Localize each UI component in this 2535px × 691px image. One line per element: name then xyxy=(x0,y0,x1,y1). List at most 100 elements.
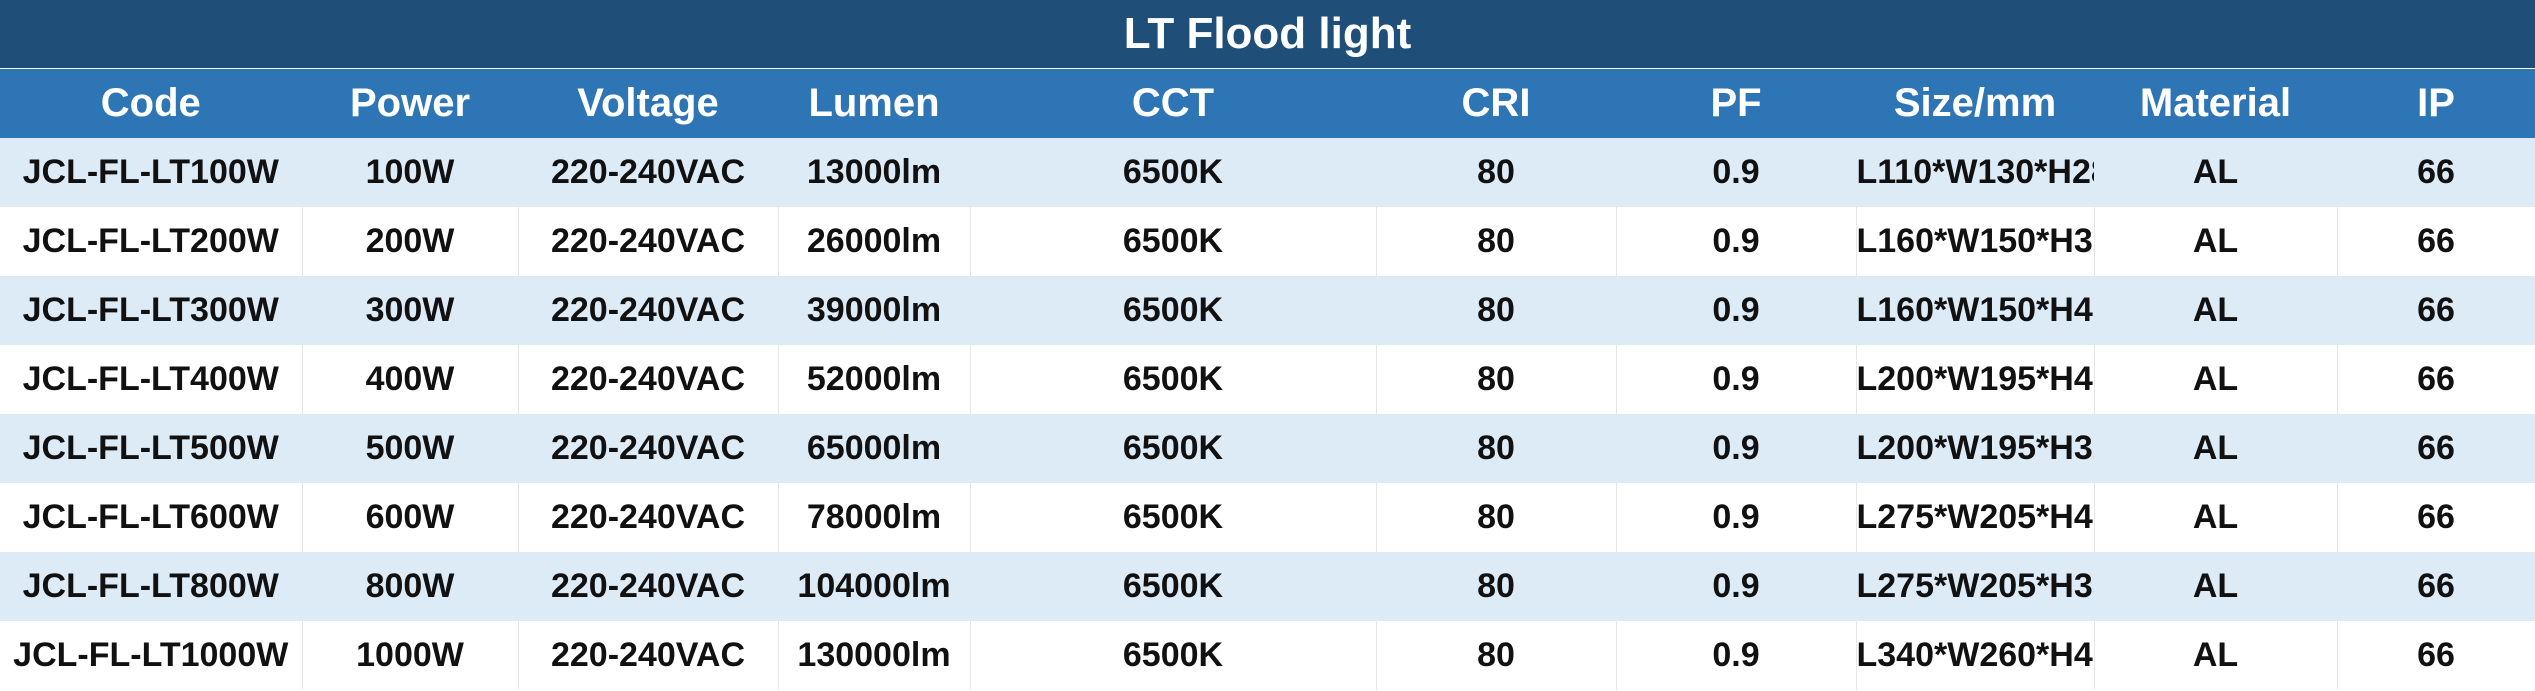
cell-material: AL xyxy=(2094,276,2338,345)
cell-cct: 6500K xyxy=(970,552,1377,621)
header-size: Size/mm xyxy=(1856,69,2095,138)
cell-power: 1000W xyxy=(302,621,519,690)
cell-ip: 66 xyxy=(2337,483,2535,552)
cell-cct: 6500K xyxy=(970,621,1377,690)
header-material: Material xyxy=(2094,69,2338,138)
cell-size: L200*W195*H32 xyxy=(1856,414,2095,483)
cell-power: 800W xyxy=(302,552,519,621)
cell-size: L275*W205*H35 xyxy=(1856,552,2095,621)
cell-size: L160*W150*H32 xyxy=(1856,207,2095,276)
header-power: Power xyxy=(302,69,519,138)
table-row: JCL-FL-LT200W 200W 220-240VAC 26000lm 6500K 8… xyxy=(0,207,2535,276)
table-row: JCL-FL-LT500W 500W 220-240VAC 65000lm 6500K 8… xyxy=(0,414,2535,483)
cell-cct: 6500K xyxy=(970,207,1377,276)
cell-ip: 66 xyxy=(2337,138,2535,207)
table-row: JCL-FL-LT600W 600W 220-240VAC 78000lm 6500K 8… xyxy=(0,483,2535,552)
table-title: LT Flood light xyxy=(0,0,2535,69)
cell-voltage: 220-240VAC xyxy=(518,207,779,276)
cell-lumen: 52000lm xyxy=(778,345,971,414)
header-pf: PF xyxy=(1616,69,1857,138)
header-lumen: Lumen xyxy=(778,69,971,138)
cell-voltage: 220-240VAC xyxy=(518,414,779,483)
cell-voltage: 220-240VAC xyxy=(518,345,779,414)
header-cct: CCT xyxy=(970,69,1377,138)
cell-material: AL xyxy=(2094,345,2338,414)
cell-lumen: 130000lm xyxy=(778,621,971,690)
cell-cri: 80 xyxy=(1376,621,1617,690)
cell-size: L340*W260*H45 xyxy=(1856,621,2095,690)
cell-cri: 80 xyxy=(1376,345,1617,414)
cell-code: JCL-FL-LT100W xyxy=(0,138,303,207)
cell-pf: 0.9 xyxy=(1616,276,1857,345)
cell-size: L275*W205*H40 xyxy=(1856,483,2095,552)
cell-pf: 0.9 xyxy=(1616,483,1857,552)
header-row: Code Power Voltage Lumen CCT CRI PF Size… xyxy=(0,69,2535,138)
cell-code: JCL-FL-LT1000W xyxy=(0,621,303,690)
cell-cri: 80 xyxy=(1376,276,1617,345)
cell-cri: 80 xyxy=(1376,138,1617,207)
cell-cct: 6500K xyxy=(970,414,1377,483)
cell-pf: 0.9 xyxy=(1616,138,1857,207)
cell-voltage: 220-240VAC xyxy=(518,621,779,690)
table-row: JCL-FL-LT300W 300W 220-240VAC 39000lm 6500K 8… xyxy=(0,276,2535,345)
table-row: JCL-FL-LT800W 800W 220-240VAC 104000lm 6500K… xyxy=(0,552,2535,621)
cell-code: JCL-FL-LT300W xyxy=(0,276,303,345)
cell-cct: 6500K xyxy=(970,138,1377,207)
cell-code: JCL-FL-LT600W xyxy=(0,483,303,552)
cell-size: L200*W195*H40 xyxy=(1856,345,2095,414)
cell-power: 300W xyxy=(302,276,519,345)
cell-lumen: 39000lm xyxy=(778,276,971,345)
cell-material: AL xyxy=(2094,207,2338,276)
cell-code: JCL-FL-LT400W xyxy=(0,345,303,414)
cell-cct: 6500K xyxy=(970,345,1377,414)
cell-lumen: 104000lm xyxy=(778,552,971,621)
cell-code: JCL-FL-LT500W xyxy=(0,414,303,483)
table-row: JCL-FL-LT400W 400W 220-240VAC 52000lm 6500K 8… xyxy=(0,345,2535,414)
cell-material: AL xyxy=(2094,138,2338,207)
cell-voltage: 220-240VAC xyxy=(518,138,779,207)
header-ip: IP xyxy=(2337,69,2535,138)
cell-lumen: 26000lm xyxy=(778,207,971,276)
cell-ip: 66 xyxy=(2337,552,2535,621)
cell-material: AL xyxy=(2094,414,2338,483)
cell-cct: 6500K xyxy=(970,483,1377,552)
cell-ip: 66 xyxy=(2337,276,2535,345)
cell-pf: 0.9 xyxy=(1616,621,1857,690)
cell-pf: 0.9 xyxy=(1616,345,1857,414)
cell-pf: 0.9 xyxy=(1616,207,1857,276)
table-row: JCL-FL-LT1000W 1000W 220-240VAC 130000lm 650… xyxy=(0,621,2535,690)
cell-lumen: 13000lm xyxy=(778,138,971,207)
cell-code: JCL-FL-LT200W xyxy=(0,207,303,276)
table-row: JCL-FL-LT100W 100W 220-240VAC 13000lm 6500K 8… xyxy=(0,138,2535,207)
cell-pf: 0.9 xyxy=(1616,552,1857,621)
cell-cct: 6500K xyxy=(970,276,1377,345)
cell-voltage: 220-240VAC xyxy=(518,483,779,552)
cell-lumen: 65000lm xyxy=(778,414,971,483)
header-voltage: Voltage xyxy=(518,69,779,138)
cell-code: JCL-FL-LT800W xyxy=(0,552,303,621)
cell-ip: 66 xyxy=(2337,414,2535,483)
cell-size: L110*W130*H28 xyxy=(1856,138,2095,207)
cell-size: L160*W150*H40 xyxy=(1856,276,2095,345)
cell-material: AL xyxy=(2094,552,2338,621)
table-header: Code Power Voltage Lumen CCT CRI PF Size… xyxy=(0,69,2535,138)
spec-table: Code Power Voltage Lumen CCT CRI PF Size… xyxy=(0,69,2535,690)
cell-power: 600W xyxy=(302,483,519,552)
cell-material: AL xyxy=(2094,483,2338,552)
cell-ip: 66 xyxy=(2337,345,2535,414)
header-cri: CRI xyxy=(1376,69,1617,138)
table-body: JCL-FL-LT100W 100W 220-240VAC 13000lm 6500K 8… xyxy=(0,138,2535,690)
cell-power: 100W xyxy=(302,138,519,207)
cell-lumen: 78000lm xyxy=(778,483,971,552)
cell-cri: 80 xyxy=(1376,483,1617,552)
cell-material: AL xyxy=(2094,621,2338,690)
cell-cri: 80 xyxy=(1376,207,1617,276)
cell-voltage: 220-240VAC xyxy=(518,552,779,621)
cell-pf: 0.9 xyxy=(1616,414,1857,483)
header-code: Code xyxy=(0,69,303,138)
cell-power: 200W xyxy=(302,207,519,276)
cell-cri: 80 xyxy=(1376,414,1617,483)
cell-cri: 80 xyxy=(1376,552,1617,621)
cell-power: 500W xyxy=(302,414,519,483)
